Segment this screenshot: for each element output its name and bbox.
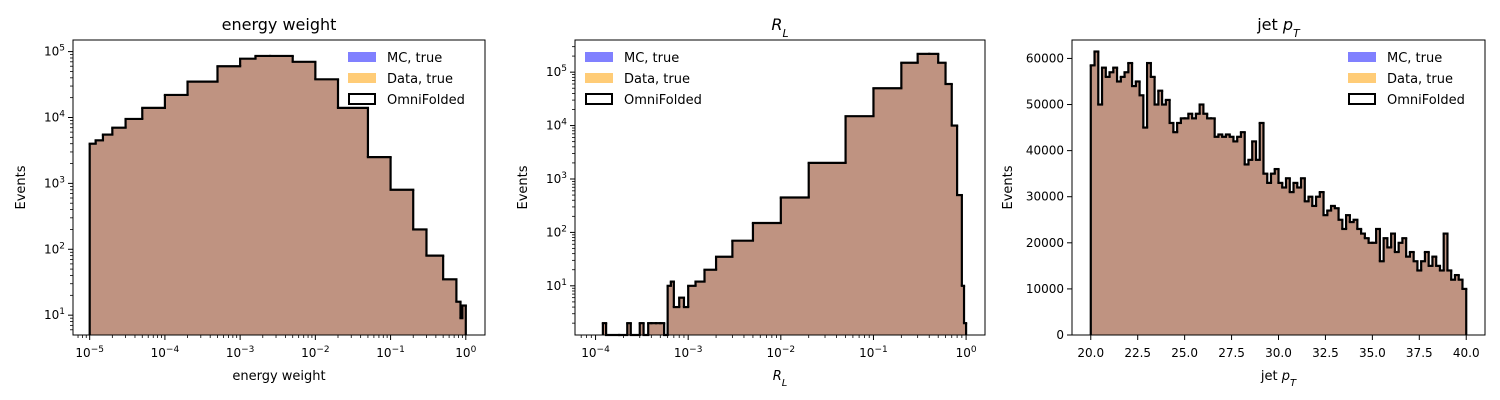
legend-swatch (348, 52, 376, 62)
x-tick-label: 10−1 (376, 345, 405, 360)
x-tick-label: 10−2 (767, 345, 796, 360)
hist-fill-true (602, 53, 967, 336)
legend-swatch (585, 73, 613, 83)
x-tick-label: 100 (956, 345, 977, 360)
y-tick-label: 104 (546, 118, 567, 133)
legend-label: MC, true (387, 51, 442, 66)
y-tick-label: 10000 (1026, 282, 1064, 296)
y-axis-label: Events (516, 165, 531, 209)
y-tick-label: 30000 (1026, 190, 1064, 204)
legend-swatch (348, 73, 376, 83)
legend-label: MC, true (1387, 51, 1442, 66)
x-tick-label: 20.0 (1077, 346, 1104, 360)
x-tick-label: 10−1 (859, 345, 888, 360)
x-tick-label: 40.0 (1453, 346, 1480, 360)
legend-swatch (585, 93, 613, 105)
legend: MC, true Data, true OmniFolded (348, 51, 465, 108)
legend-swatch (1348, 93, 1376, 105)
y-tick-label: 105 (546, 64, 567, 79)
x-tick-label: 10−2 (301, 345, 330, 360)
chart-title: energy weight (222, 15, 337, 34)
legend-label: Data, true (1387, 72, 1453, 87)
y-tick-label: 40000 (1026, 144, 1064, 158)
subplots: 10−5 10−4 10−3 10−2 10−1 100 101 102 103 104 105 en… (14, 15, 1486, 389)
legend-swatch (585, 52, 613, 62)
axes-frame (72, 39, 486, 336)
y-tick-label: 103 (44, 175, 65, 190)
x-tick-label: 35.0 (1359, 346, 1386, 360)
x-tick-label: 10−5 (75, 345, 104, 360)
legend-label: MC, true (624, 51, 679, 66)
legend-label: Data, true (624, 72, 690, 87)
subplot-2: 10−4 10−3 10−2 10−1 100 101 102 103 104 105 RL RL Ev… (516, 15, 986, 389)
y-tick-label: 103 (546, 171, 567, 186)
omnifolded-steps (601, 52, 968, 337)
x-tick-label: 100 (455, 345, 476, 360)
y-tick-label: 102 (44, 241, 65, 256)
y-axis-label: Events (14, 165, 29, 209)
y-tick-label: 102 (546, 224, 567, 239)
x-tick-label: 22.5 (1124, 346, 1151, 360)
subplot-3: 20.0 22.5 25.0 27.5 30.0 32.5 35.0 37.5 40.0 0 100… (1001, 15, 1486, 389)
legend-swatch (1348, 73, 1376, 83)
x-tick-label: 30.0 (1265, 346, 1292, 360)
legend-label: Data, true (387, 72, 453, 87)
x-tick-label: 25.0 (1171, 346, 1198, 360)
y-tick-label: 20000 (1026, 236, 1064, 250)
y-tick-label: 101 (546, 278, 567, 293)
y-tick-label: 105 (44, 44, 65, 59)
y-tick-label: 50000 (1026, 98, 1064, 112)
x-tick-label: 10−4 (151, 345, 180, 360)
legend: MC, true Data, true OmniFolded (1348, 51, 1465, 108)
chart-title: jet pT (1256, 15, 1301, 40)
y-tick-label: 60000 (1026, 51, 1064, 65)
legend-label: OmniFolded (387, 93, 465, 108)
x-tick-label: 10−3 (674, 345, 703, 360)
subplot-1: 10−5 10−4 10−3 10−2 10−1 100 101 102 103 104 105 en… (14, 15, 486, 384)
hist-fill-true (1090, 51, 1467, 336)
x-tick-label: 32.5 (1312, 346, 1339, 360)
legend: MC, true Data, true OmniFolded (585, 51, 702, 108)
y-tick-label: 104 (44, 109, 65, 124)
legend-swatch (348, 93, 376, 105)
y-tick-label: 0 (1056, 328, 1064, 342)
legend-swatch (1348, 52, 1376, 62)
x-tick-label: 10−3 (226, 345, 255, 360)
y-axis-label: Events (1001, 165, 1016, 209)
legend-label: OmniFolded (1387, 93, 1465, 108)
omnifolded-steps (88, 54, 467, 335)
x-tick-label: 37.5 (1406, 346, 1433, 360)
x-axis-label: energy weight (232, 369, 325, 384)
hist-fill-true (89, 55, 466, 336)
x-axis-label: jet pT (1260, 369, 1297, 389)
omnifolded-steps (1089, 50, 1468, 335)
x-tick-label: 27.5 (1218, 346, 1245, 360)
y-tick-label: 101 (44, 307, 65, 322)
x-tick-label: 10−4 (581, 345, 610, 360)
chart-title: RL (771, 15, 788, 40)
legend-label: OmniFolded (624, 93, 702, 108)
x-axis-label: RL (773, 369, 788, 389)
